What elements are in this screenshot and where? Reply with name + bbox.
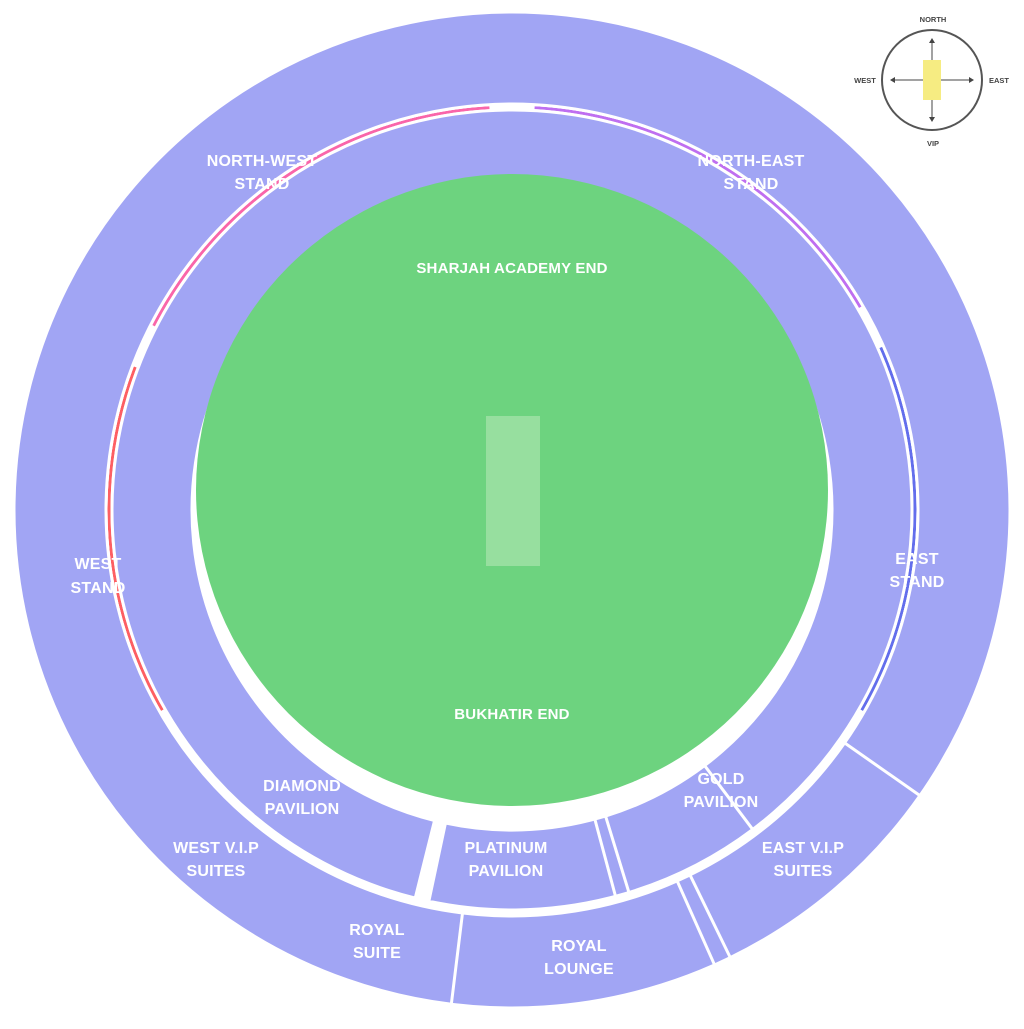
gold-pavilion-label-line2: PAVILION xyxy=(684,794,759,811)
compass-west-label: WEST xyxy=(854,76,876,85)
north-east-stand-label-line1: NORTH-EAST xyxy=(698,153,805,170)
west-stand-label-line2: STAND xyxy=(71,580,126,597)
compass-north-arrow-icon xyxy=(929,38,935,43)
north-east-stand-label-line2: STAND xyxy=(724,176,779,193)
compass-south-label: VIP xyxy=(927,139,939,148)
north-west-stand-label-line2: STAND xyxy=(235,176,290,193)
east-vip-suites-label-line2: SUITES xyxy=(774,863,833,880)
compass-south-arrow-icon xyxy=(929,117,935,122)
royal-suite-label-line2: SUITE xyxy=(353,945,401,962)
royal-lounge-label-line2: LOUNGE xyxy=(544,961,614,978)
diamond-pavilion-label-line1: DIAMOND xyxy=(263,778,341,795)
compass-pitch-icon xyxy=(923,60,941,100)
compass-east-arrow-icon xyxy=(969,77,974,83)
gold-pavilion-label-line1: GOLD xyxy=(697,771,744,788)
west-vip-suites-label-line2: SUITES xyxy=(187,863,246,880)
compass: NORTH VIP EAST WEST xyxy=(854,15,1009,148)
east-vip-suites-label-line1: EAST V.I.P xyxy=(762,840,844,857)
west-vip-suites-label-line1: WEST V.I.P xyxy=(173,840,259,857)
platinum-pavilion-label-line1: PLATINUM xyxy=(464,840,547,857)
royal-lounge-label-line1: ROYAL xyxy=(551,938,607,955)
platinum-pavilion-label-line2: PAVILION xyxy=(469,863,544,880)
royal-suite-label-line1: ROYAL xyxy=(349,922,405,939)
north-west-stand-label-line1: NORTH-WEST xyxy=(207,153,317,170)
compass-west-arrow-icon xyxy=(890,77,895,83)
compass-north-label: NORTH xyxy=(920,15,947,24)
bukhatir-end-label: BUKHATIR END xyxy=(454,706,569,723)
cricket-pitch xyxy=(486,416,540,566)
east-stand-label-line1: EAST xyxy=(895,551,938,568)
sharjah-academy-end-label: SHARJAH ACADEMY END xyxy=(416,260,607,277)
west-stand-label-line1: WEST xyxy=(74,556,121,573)
east-stand-label-line2: STAND xyxy=(890,574,945,591)
compass-east-label: EAST xyxy=(989,76,1009,85)
gold-pavilion[interactable] xyxy=(604,764,755,895)
east-vip-suites[interactable] xyxy=(688,741,922,960)
diamond-pavilion-label-line2: PAVILION xyxy=(265,801,340,818)
